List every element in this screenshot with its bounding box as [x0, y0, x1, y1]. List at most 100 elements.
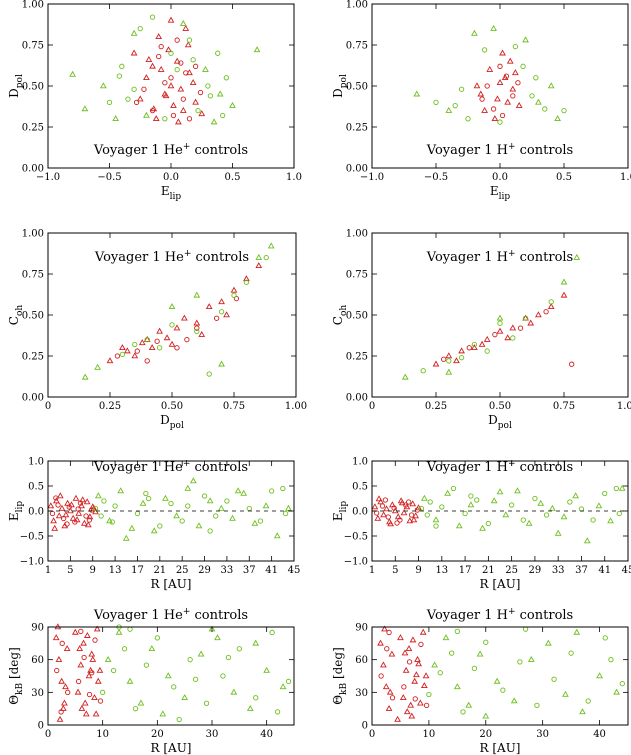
x-axis-label: R [AU]: [480, 741, 521, 755]
data-point-triangle: [490, 24, 497, 31]
x-tick-label: 1.00: [617, 401, 631, 412]
data-point-triangle: [554, 529, 562, 536]
x-tick-label: 0.25: [425, 401, 447, 412]
data-point-triangle: [560, 513, 568, 520]
data-point-circle: [179, 518, 185, 524]
data-point-triangle: [182, 24, 190, 31]
data-point-triangle: [217, 504, 225, 511]
x-axis-label-main: E: [161, 184, 170, 198]
x-axis-label: Dpol: [160, 413, 184, 431]
data-point-triangle: [525, 519, 533, 526]
data-point-triangle: [522, 36, 529, 43]
data-point-triangle: [167, 82, 175, 89]
data-point-triangle: [96, 666, 104, 673]
data-point-circle: [533, 75, 539, 81]
y-axis-label-main: Θ: [331, 695, 345, 705]
data-point-circle: [162, 80, 168, 86]
x-tick-label: −1.0: [36, 172, 60, 183]
data-point-circle: [149, 107, 156, 114]
x-tick-label: 45: [622, 565, 631, 576]
chart-title-main: Voyager 1 H: [426, 460, 508, 475]
data-point-triangle: [143, 74, 150, 81]
x-axis-label: R [AU]: [480, 577, 521, 591]
data-point-circle: [403, 502, 409, 508]
data-point-triangle: [61, 699, 68, 706]
data-point-circle: [168, 500, 174, 507]
data-point-circle: [187, 657, 193, 663]
data-point-triangle: [504, 334, 512, 341]
data-point-triangle: [179, 106, 187, 113]
data-point-triangle: [123, 347, 131, 354]
data-point-triangle: [63, 645, 71, 652]
data-point-triangle: [262, 502, 270, 509]
data-point-triangle: [544, 639, 552, 646]
data-point-triangle: [145, 56, 153, 63]
chart-title-main: Voyager 1 H: [426, 250, 508, 265]
data-point-triangle: [273, 532, 281, 539]
x-tick-label: 25: [176, 565, 189, 576]
data-point-circle: [143, 662, 150, 668]
y-tick-label: 0.00: [22, 164, 44, 175]
data-point-triangle: [162, 92, 170, 99]
data-point-triangle: [81, 373, 89, 380]
data-point-triangle: [184, 41, 192, 48]
data-point-circle: [485, 520, 492, 527]
data-point-triangle: [432, 360, 440, 367]
data-point-circle: [551, 676, 557, 682]
data-point-triangle: [490, 497, 498, 504]
data-point-circle: [522, 626, 529, 632]
data-point-triangle: [409, 636, 417, 643]
data-point-triangle: [181, 694, 189, 701]
chart-title-sup: +: [508, 607, 516, 617]
data-point-circle: [186, 37, 193, 43]
data-point-triangle: [89, 655, 97, 662]
data-point-triangle: [55, 512, 63, 519]
data-point-circle: [483, 639, 489, 645]
data-point-circle: [471, 665, 478, 672]
x-tick-label: −1.0: [360, 172, 384, 183]
data-point-triangle: [165, 46, 172, 53]
data-point-circle: [215, 50, 221, 56]
data-point-triangle: [537, 499, 545, 506]
x-axis-label-main: E: [490, 184, 499, 198]
data-point-circle: [54, 667, 60, 674]
data-point-triangle: [397, 634, 404, 641]
data-point-circle: [427, 499, 433, 505]
data-point-triangle: [181, 314, 188, 321]
chart-title-main: Voyager 1 He: [93, 460, 183, 475]
data-point-triangle: [515, 101, 523, 108]
data-point-circle: [205, 83, 211, 89]
data-point-triangle: [192, 98, 199, 105]
data-point-triangle: [403, 503, 411, 510]
data-point-triangle: [458, 347, 465, 354]
data-point-triangle: [377, 498, 385, 505]
y-tick-label: 1.00: [22, 229, 44, 240]
data-point-circle: [389, 695, 396, 701]
data-point-triangle: [173, 324, 181, 331]
x-axis-label-main: D: [488, 413, 498, 427]
data-point-circle: [569, 361, 575, 367]
data-point-triangle: [179, 19, 187, 26]
data-point-triangle: [394, 715, 401, 722]
data-point-triangle: [75, 509, 83, 516]
x-tick-label: 1.0: [620, 172, 631, 183]
data-point-triangle: [398, 499, 406, 506]
data-point-triangle: [402, 666, 410, 673]
y-tick-label: 0.5: [352, 482, 368, 493]
x-tick-label: 21: [482, 565, 495, 576]
chart-title-sup: +: [183, 607, 191, 617]
y-axis-label-sub: kB: [339, 682, 349, 694]
data-point-triangle: [206, 497, 214, 504]
data-point-triangle: [413, 90, 421, 97]
data-point-circle: [253, 695, 259, 701]
data-point-triangle: [85, 672, 93, 679]
data-point-triangle: [407, 701, 415, 708]
data-point-circle: [497, 320, 503, 326]
data-point-triangle: [77, 661, 85, 668]
data-point-circle: [86, 691, 93, 698]
data-point-triangle: [377, 639, 384, 646]
data-point-circle: [220, 112, 226, 119]
chart-title: Voyager 1 He+ controls: [93, 607, 248, 623]
data-point-circle: [201, 493, 208, 499]
data-point-circle: [162, 116, 168, 122]
